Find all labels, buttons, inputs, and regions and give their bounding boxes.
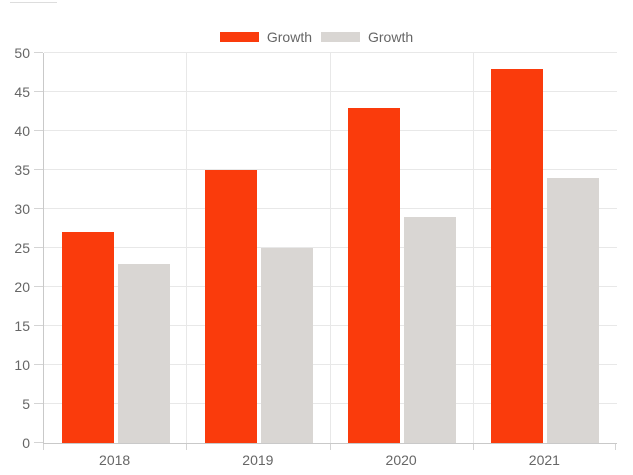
y-axis-label: 5 [22,396,30,412]
legend-item-growth-2[interactable]: Growth [321,29,413,45]
y-axis-label: 35 [14,162,30,178]
y-axis-tick [34,364,43,365]
y-axis-tick [34,325,43,326]
legend-swatch-gray [321,32,360,42]
bar-2020-series2 [404,216,457,443]
bar-2021-series1 [491,68,544,443]
y-axis-label: 10 [14,357,30,373]
y-axis-tick [34,91,43,92]
grid-line-horizontal [44,325,617,326]
x-axis-tick [472,444,474,450]
y-axis-label: 40 [14,123,30,139]
y-axis-tick [34,52,43,53]
bar-2019-series1 [204,170,257,443]
y-axis-tick [34,169,43,170]
x-axis-tick [615,444,616,450]
grid-line-horizontal [44,91,617,92]
y-axis-tick [34,247,43,248]
grid-line-horizontal [44,169,617,170]
bar-2021-series2 [547,177,600,443]
grid-line-horizontal [44,130,617,131]
grid-line-horizontal [44,208,617,209]
legend-item-growth-1[interactable]: Growth [219,29,312,45]
bar-2019-series2 [260,248,313,443]
grid-line-horizontal [44,52,617,53]
y-axis-tick [34,403,43,404]
bar-2018-series2 [117,263,170,443]
bar-2018-series1 [61,232,114,443]
grid-line-vertical [186,53,188,443]
x-axis-label: 2019 [242,452,274,468]
plot-area [43,52,617,444]
y-axis-tick [34,130,43,131]
bar-2020-series1 [348,107,401,443]
x-axis-tick [43,444,44,450]
legend-label-growth-2: Growth [368,29,414,45]
x-axis-label: 2021 [528,452,560,468]
x-axis-tick [329,444,331,450]
y-axis-label: 25 [14,240,30,256]
y-axis-label: 20 [14,279,30,295]
x-axis-tick [186,444,188,450]
grid-line-horizontal [44,247,617,248]
grid-line-horizontal [44,403,617,404]
y-axis-label: 15 [14,318,30,334]
grid-line-vertical [472,53,474,443]
y-axis-tick [34,286,43,287]
grid-line-horizontal [44,364,617,365]
x-axis-label: 2018 [99,452,131,468]
y-axis-label: 50 [14,45,30,61]
grid-line-horizontal [44,286,617,287]
y-axis-label: 30 [14,201,30,217]
legend-swatch-red [219,32,259,42]
chart-legend: Growth Growth [0,29,633,45]
y-axis-label: 45 [14,84,30,100]
y-axis-tick [34,208,43,209]
top-edge-line-fragment [10,2,57,3]
y-axis-tick [34,442,43,443]
grid-line-vertical [329,53,331,443]
x-axis-label: 2020 [385,452,417,468]
y-axis-label: 0 [22,435,30,451]
legend-label-growth-1: Growth [266,29,312,45]
